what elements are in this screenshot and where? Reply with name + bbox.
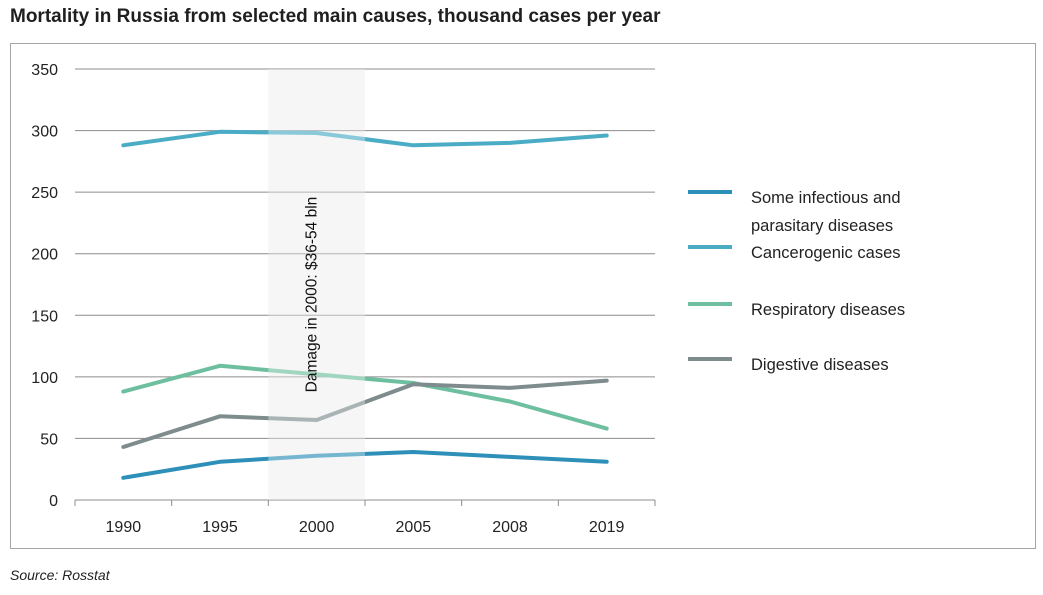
- x-tick-label: 2008: [492, 519, 528, 536]
- series-line-digestive-diseases: [121, 378, 609, 449]
- series-line-some-infectious-and-parasitary-diseases: [121, 450, 609, 480]
- highlight-label-layer: Damage in 2000: $36-54 bln: [304, 197, 321, 393]
- legend-label: Cancerogenic cases: [751, 244, 901, 262]
- x-tick-label: 2019: [589, 519, 625, 536]
- chart-title: Mortality in Russia from selected main c…: [10, 6, 661, 27]
- series-line-cancerogenic-cases: [121, 129, 609, 148]
- chart-frame: [10, 43, 1036, 549]
- y-tick-label: 100: [31, 370, 58, 387]
- gridlines: [75, 68, 655, 439]
- x-tick-label: 2000: [299, 519, 335, 536]
- series-line-respiratory-diseases: [121, 363, 609, 431]
- highlight-label: Damage in 2000: $36-54 bln: [304, 197, 321, 393]
- axes: 0 50 100 150 200 250 300 350 1990 1995 2000 2005 200…: [31, 62, 656, 536]
- y-tick-label: 0: [49, 493, 58, 510]
- x-tick-label: 1995: [202, 519, 238, 536]
- y-tick-label: 200: [31, 247, 58, 264]
- legend-label: Some infectious and: [751, 189, 901, 207]
- series-lines: [121, 69, 609, 500]
- highlight-overlay: [268, 69, 365, 500]
- y-tick-label: 250: [31, 185, 58, 202]
- y-tick-label: 50: [40, 431, 58, 448]
- legend: Some infectious and parasitary diseases Ca…: [688, 189, 905, 374]
- legend-label: Respiratory diseases: [751, 301, 905, 319]
- source-note: Source: Rosstat: [10, 567, 110, 583]
- y-tick-label: 300: [31, 124, 58, 141]
- highlight-band: [268, 69, 365, 500]
- y-tick-label: 150: [31, 308, 58, 325]
- x-tick-label: 2005: [396, 519, 432, 536]
- legend-label: parasitary diseases: [751, 217, 893, 235]
- x-tick-label: 1990: [106, 519, 142, 536]
- legend-label: Digestive diseases: [751, 356, 889, 374]
- y-tick-label: 350: [31, 62, 58, 79]
- highlight-band-layer: [268, 69, 365, 500]
